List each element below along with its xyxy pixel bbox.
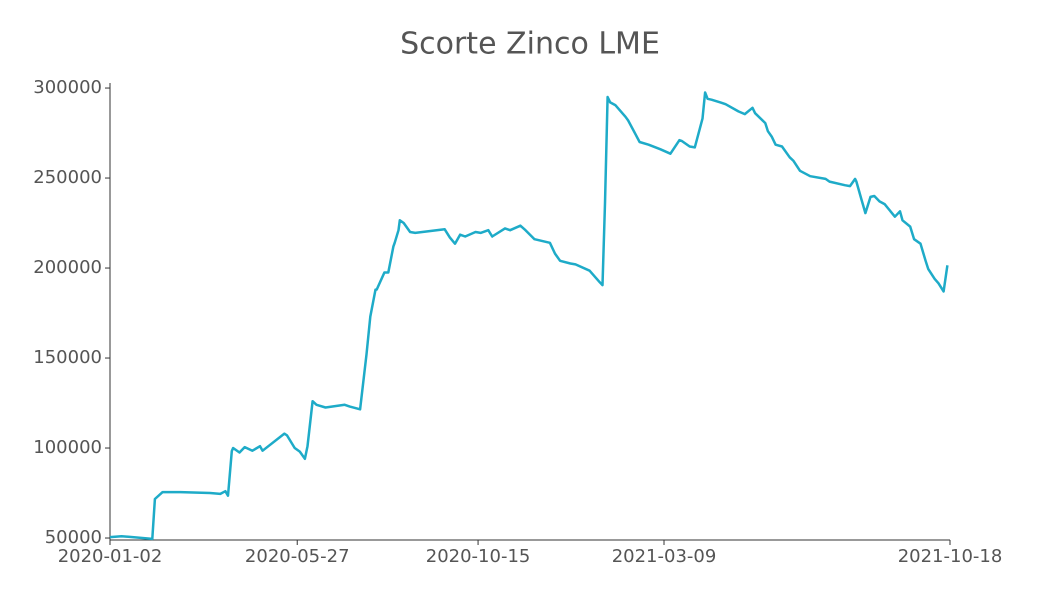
y-tick-label: 100000	[33, 437, 102, 458]
y-tick-label: 150000	[33, 347, 102, 368]
x-tick-label: 2020-05-27	[245, 546, 350, 567]
x-tick-label: 2020-01-02	[58, 546, 163, 567]
y-tick-label: 300000	[33, 77, 102, 98]
x-tick-label: 2020-10-15	[426, 546, 531, 567]
x-tick-label: 2021-10-18	[898, 546, 1003, 567]
y-tick-label: 200000	[33, 257, 102, 278]
data-line	[109, 91, 949, 541]
y-tick-label: 250000	[33, 167, 102, 188]
chart-title: Scorte Zinco LME	[400, 27, 660, 62]
y-tick-label: 50000	[45, 527, 102, 548]
x-tick-label: 2021-03-09	[612, 546, 717, 567]
